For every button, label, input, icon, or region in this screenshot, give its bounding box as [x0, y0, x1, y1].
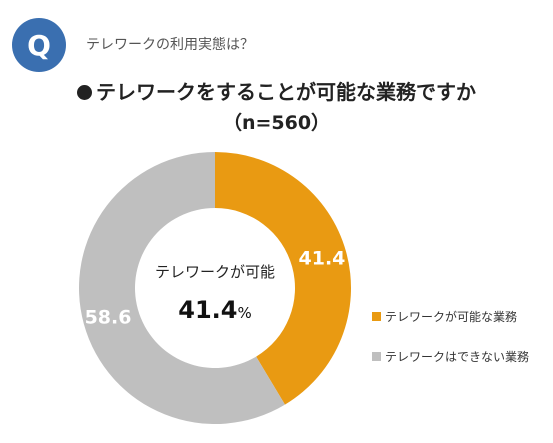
question-badge: Q: [12, 18, 66, 72]
legend-label-possible: テレワークが可能な業務: [385, 309, 518, 324]
legend-swatch-possible: [372, 311, 381, 321]
legend-label-not-possible: テレワークはできない業務: [385, 349, 530, 364]
center-label: テレワークが可能: [154, 263, 275, 281]
legend-item-possible: テレワークが可能な業務: [372, 308, 529, 324]
data-label-possible: 41.4: [299, 247, 346, 269]
legend-item-not-possible: テレワークはできない業務: [372, 348, 529, 364]
donut-slice-possible: [215, 152, 352, 405]
center-value-unit: %: [237, 304, 252, 322]
center-value: 41.4%: [140, 296, 290, 324]
title-bullet-icon: [77, 85, 92, 100]
chart-title-text: テレワークをすることが可能な業務ですか: [96, 80, 476, 104]
data-label-not-possible: 58.6: [85, 307, 132, 329]
sample-size: （n=560）: [222, 112, 331, 134]
chart-title: テレワークをすることが可能な業務ですか: [0, 76, 553, 105]
legend-swatch-not-possible: [372, 351, 381, 361]
legend: テレワークが可能な業務 テレワークはできない業務: [372, 308, 529, 364]
donut-slice-not-possible: [79, 152, 285, 424]
question-text: テレワークの利用実態は？: [86, 37, 254, 53]
center-value-number: 41.4: [178, 296, 238, 324]
